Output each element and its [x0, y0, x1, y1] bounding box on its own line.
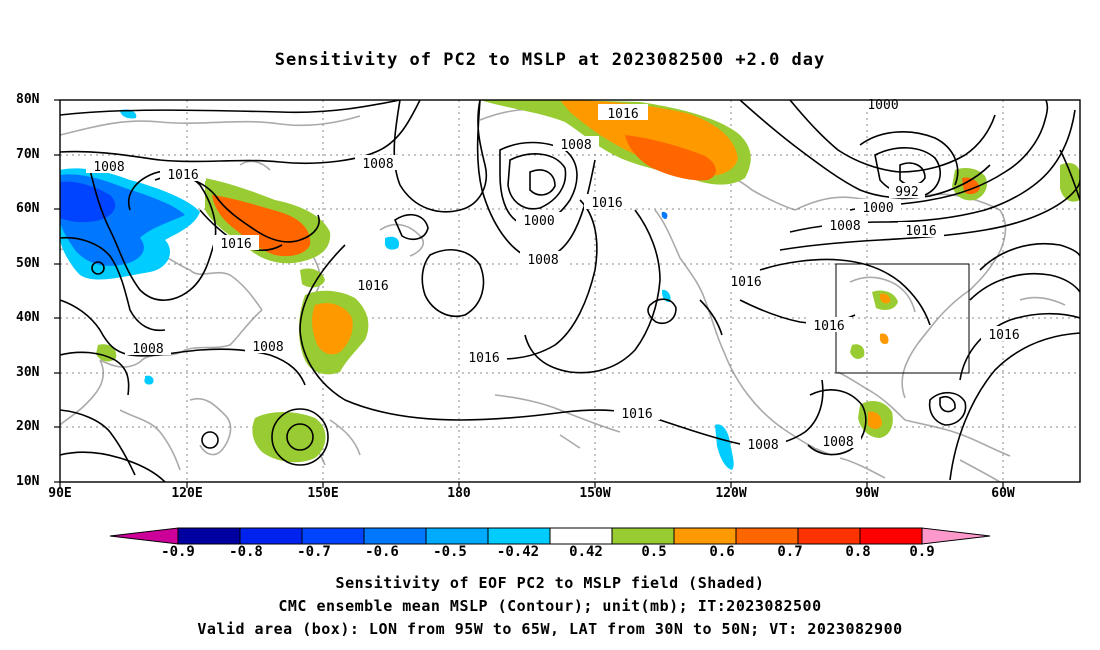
lat-tick-label: 40N — [16, 310, 40, 325]
colorbar-cell — [301, 527, 365, 545]
positive-region — [625, 135, 716, 181]
contour-label-wrapper: 1016 — [598, 104, 648, 122]
contour-label: 1008 — [362, 157, 393, 172]
colorbar-label: 0.7 — [777, 544, 803, 560]
colorbar-label: -0.7 — [297, 544, 331, 560]
caption-line-3: Valid area (box): LON from 95W to 65W, L… — [197, 620, 903, 638]
colorbar-cell — [549, 527, 613, 545]
contour-label: 1000 — [862, 201, 893, 216]
lat-tick-label: 20N — [16, 419, 40, 434]
contour-label: 1008 — [252, 340, 283, 355]
contour-label: 1016 — [607, 107, 638, 122]
colorbar-label: -0.9 — [161, 544, 195, 560]
contour-label: 1016 — [468, 351, 499, 366]
lon-tick-label: 60W — [991, 486, 1015, 501]
positive-region — [880, 293, 891, 304]
lat-tick-label: 60N — [16, 201, 40, 216]
lat-tick-label: 80N — [16, 92, 40, 107]
shaded-sensitivity — [60, 100, 1080, 470]
negative-region — [715, 424, 734, 470]
contour-label: 1008 — [829, 219, 860, 234]
contour-label: 1016 — [988, 328, 1019, 343]
contour-label: 1008 — [560, 138, 591, 153]
contour-label: 1008 — [747, 438, 778, 453]
colorbar-over-arrow — [921, 527, 991, 545]
contour-label: 1016 — [357, 279, 388, 294]
lon-tick-label: 150W — [579, 486, 611, 501]
lat-tick-label: 10N — [16, 474, 40, 489]
colorbar-cell — [363, 527, 427, 545]
colorbar — [109, 527, 991, 545]
positive-region — [879, 333, 889, 345]
positive-region — [212, 195, 311, 257]
axis-ticks — [54, 99, 1004, 488]
colorbar-label: -0.6 — [365, 544, 399, 560]
colorbar-label: 0.8 — [845, 544, 871, 560]
lat-tick-label: 30N — [16, 365, 40, 380]
coastlines — [60, 105, 1066, 482]
colorbar-under-arrow — [109, 527, 179, 545]
positive-region — [312, 303, 353, 355]
contour-label: 1008 — [822, 435, 853, 450]
positive-region — [868, 411, 882, 430]
colorbar-cell — [487, 527, 551, 545]
colorbar-label: -0.5 — [433, 544, 467, 560]
lon-tick-label: 120W — [715, 486, 747, 501]
colorbar-cell — [425, 527, 489, 545]
contour-labels: 1016 1008 1016 1008 1016 1016 1008 1000 … — [86, 96, 1027, 453]
negative-region — [384, 236, 400, 250]
lon-tick-label: 90W — [855, 486, 879, 501]
contour-label: 1000 — [867, 98, 898, 113]
caption-line-1: Sensitivity of EOF PC2 to MSLP field (Sh… — [335, 574, 765, 592]
contour-label: 1016 — [621, 407, 652, 422]
colorbar-cell — [177, 527, 241, 545]
lat-tick-label: 50N — [16, 256, 40, 271]
colorbar-label: -0.8 — [229, 544, 263, 560]
contour-label: 992 — [895, 185, 918, 200]
colorbar-cell — [239, 527, 303, 545]
colorbar-cell — [673, 527, 737, 545]
negative-region — [120, 109, 137, 119]
colorbar-cell — [611, 527, 675, 545]
contour-label: 1016 — [730, 275, 761, 290]
colorbar-label: 0.6 — [709, 544, 735, 560]
map-title: Sensitivity of PC2 to MSLP at 2023082500… — [274, 50, 826, 70]
colorbar-label: -0.42 — [496, 544, 540, 560]
contour-label: 1008 — [132, 342, 163, 357]
lon-tick-label: 90E — [48, 486, 72, 501]
lon-tick-label: 150E — [307, 486, 339, 501]
lat-tick-label: 70N — [16, 147, 40, 162]
contour-label: 1008 — [527, 253, 558, 268]
negative-region — [661, 211, 668, 219]
lon-tick-label: 180 — [447, 486, 471, 501]
contour-label: 1016 — [813, 319, 844, 334]
colorbar-label: 0.42 — [569, 544, 603, 560]
contour-label: 1016 — [905, 224, 936, 239]
contour-label: 1016 — [591, 196, 622, 211]
colorbar-label: 0.5 — [641, 544, 667, 560]
lon-tick-label: 120E — [171, 486, 203, 501]
contour-label: 1016 — [220, 237, 251, 252]
plot-frame — [59, 99, 1081, 483]
positive-region — [96, 344, 117, 362]
colorbar-cell — [735, 527, 799, 545]
colorbar-label: 0.9 — [909, 544, 935, 560]
caption-line-2: CMC ensemble mean MSLP (Contour); unit(m… — [278, 597, 822, 615]
positive-region — [850, 344, 865, 359]
contour-label: 1016 — [167, 168, 198, 183]
positive-region — [300, 268, 325, 288]
positive-region — [252, 412, 326, 463]
colorbar-cell — [859, 527, 923, 545]
contour-label: 1000 — [523, 214, 554, 229]
colorbar-cell — [797, 527, 861, 545]
contour-label: 1008 — [93, 160, 124, 175]
positive-region — [1060, 163, 1080, 202]
negative-region — [144, 375, 154, 385]
